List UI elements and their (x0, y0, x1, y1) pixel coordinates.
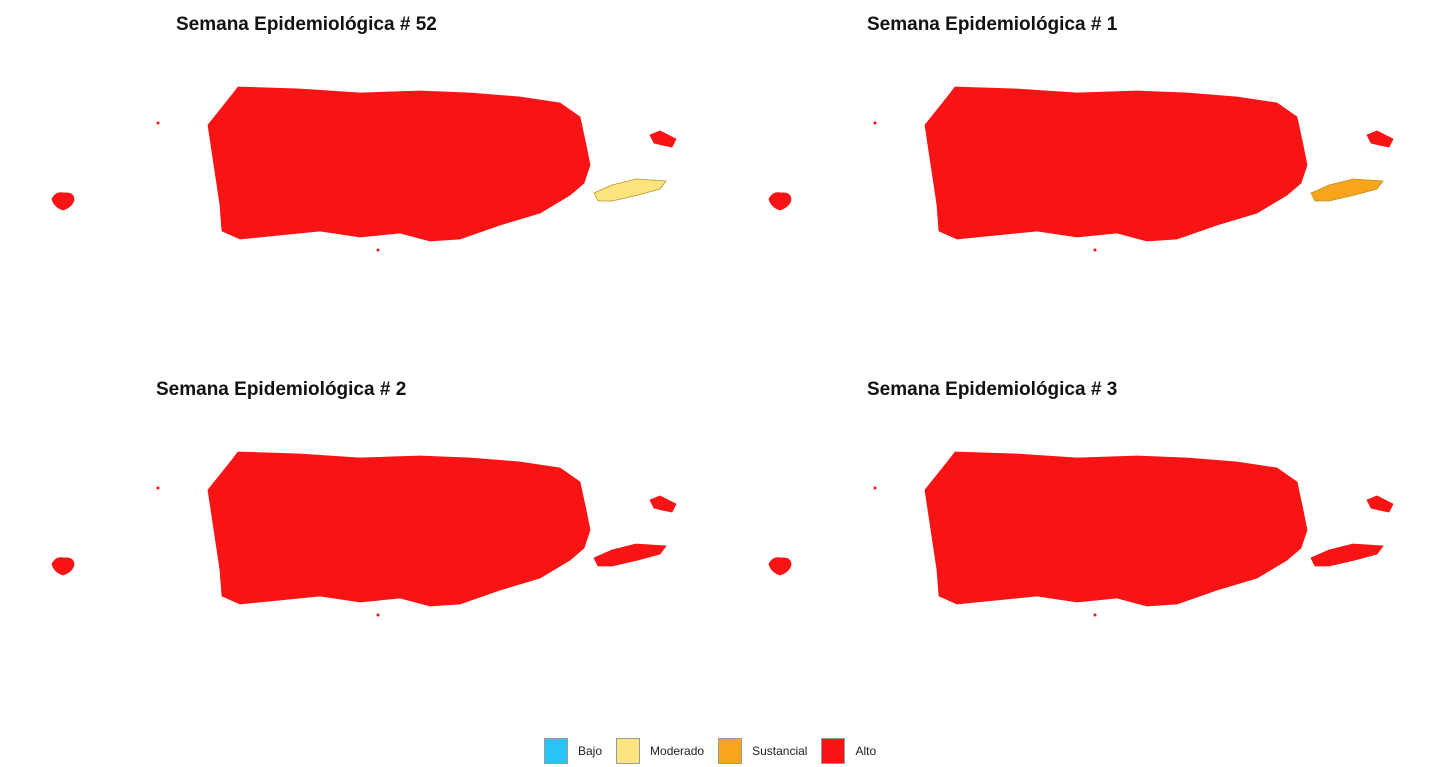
region-vieques-island (593, 178, 667, 202)
legend-swatch (718, 738, 743, 764)
map-panel-week-3: Semana Epidemiológica # 3 (717, 365, 1434, 695)
legend-label: Alto (855, 744, 877, 758)
region-culebra-island (1366, 130, 1394, 148)
islet-desecheo (873, 121, 877, 125)
region-main-island (924, 86, 1308, 242)
map-panel-week-52: Semana Epidemiológica # 52 (0, 0, 717, 330)
region-mona-island (768, 192, 792, 211)
puerto-rico-map (768, 86, 1394, 252)
region-main-island (924, 451, 1308, 607)
legend: Bajo Moderado Sustancial Alto (544, 737, 890, 765)
map-panel-week-2: Semana Epidemiológica # 2 (0, 365, 717, 695)
region-culebra-island (649, 130, 677, 148)
region-mona-island (51, 557, 75, 576)
region-vieques-island (1310, 178, 1384, 202)
legend-label: Bajo (578, 744, 603, 758)
legend-swatch (821, 738, 846, 764)
legend-swatch (544, 738, 568, 764)
legend-item-bajo: Bajo (544, 738, 602, 764)
panel-title: Semana Epidemiológica # 2 (156, 379, 407, 400)
panel-title: Semana Epidemiológica # 3 (867, 379, 1118, 400)
legend-item-moderado: Moderado (616, 738, 704, 764)
panel-title: Semana Epidemiológica # 1 (867, 14, 1118, 35)
islet-caja-de-muertos (1093, 613, 1097, 617)
region-mona-island (51, 192, 75, 211)
islet-desecheo (156, 486, 160, 490)
region-main-island (207, 451, 591, 607)
puerto-rico-map (768, 451, 1394, 617)
region-culebra-island (1366, 495, 1394, 513)
legend-swatch (616, 738, 641, 764)
region-culebra-island (649, 495, 677, 513)
islet-desecheo (156, 121, 160, 125)
legend-item-alto: Alto (821, 738, 876, 764)
islet-caja-de-muertos (376, 613, 380, 617)
islet-desecheo (873, 486, 877, 490)
region-vieques-island (1310, 543, 1384, 567)
region-vieques-island (593, 543, 667, 567)
legend-label: Sustancial (752, 744, 808, 758)
legend-label: Moderado (650, 744, 705, 758)
puerto-rico-map (51, 451, 677, 617)
panel-title: Semana Epidemiológica # 52 (176, 14, 437, 35)
region-mona-island (768, 557, 792, 576)
puerto-rico-map (51, 86, 677, 252)
map-panel-week-1: Semana Epidemiológica # 1 (717, 0, 1434, 330)
region-main-island (207, 86, 591, 242)
islet-caja-de-muertos (1093, 248, 1097, 252)
legend-item-sustancial: Sustancial (718, 738, 807, 764)
islet-caja-de-muertos (376, 248, 380, 252)
